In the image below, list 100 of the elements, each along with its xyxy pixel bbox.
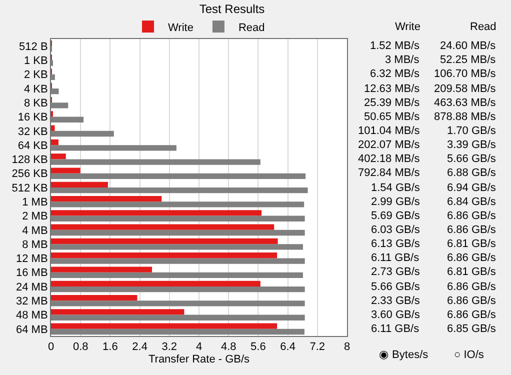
y-tick-label: 2 KB <box>24 69 48 82</box>
x-tick-label: 0 <box>48 341 54 354</box>
data-label: 2.99 GB/s <box>371 196 420 208</box>
y-tick-label: 16 MB <box>16 267 48 280</box>
bar <box>51 266 152 272</box>
y-tick-label: 512 B <box>19 40 48 53</box>
text: 3 MB/s <box>385 54 420 66</box>
bar <box>51 300 305 306</box>
bar <box>51 196 162 202</box>
data-label: 6.81 GB/s <box>447 238 496 250</box>
data-label: 1.70 GB/s <box>447 125 496 137</box>
bar <box>51 139 58 146</box>
data-label: 3.39 GB/s <box>447 139 496 151</box>
legend-label: Write <box>168 22 194 34</box>
data-label: 6.86 GB/s <box>447 252 496 264</box>
y-tick-label: 128 KB <box>12 154 48 166</box>
y-tick-label: 1 KB <box>24 55 48 68</box>
bar <box>51 314 305 320</box>
y-tick-label: 8 MB <box>22 238 48 251</box>
data-label: 6.86 GB/s <box>447 210 496 222</box>
data-label: 2.73 GB/s <box>371 266 420 278</box>
y-tick-label: 8 KB <box>24 97 48 110</box>
legend-label: Read <box>238 22 265 34</box>
x-tick-label: 8 <box>344 341 350 354</box>
text: Write <box>395 21 420 33</box>
bar <box>51 88 59 94</box>
y-tick-label: 48 MB <box>16 310 48 322</box>
bar <box>51 173 306 180</box>
x-tick-label: 2.4 <box>132 341 148 354</box>
text: 202.07 MB/s <box>358 139 420 151</box>
text: 25.39 MB/s <box>364 97 420 109</box>
data-label: 6.86 GB/s <box>447 281 496 293</box>
bar <box>51 125 55 131</box>
x-tick-label: 0.8 <box>72 341 88 354</box>
bar <box>51 154 66 160</box>
x-tick-label: 6.4 <box>280 341 296 354</box>
text: 106.70 MB/s <box>434 68 496 80</box>
y-tick-label: 32 KB <box>18 126 48 138</box>
data-label: 6.94 GB/s <box>447 182 496 194</box>
data-label: 6.03 GB/s <box>371 224 420 236</box>
text: 52.25 MB/s <box>440 54 496 66</box>
bar <box>51 168 80 174</box>
bar <box>51 258 305 264</box>
text: ◉ Bytes/s <box>379 349 429 361</box>
bar <box>51 159 260 165</box>
bar <box>51 210 262 216</box>
y-tick-label: 12 MB <box>16 253 48 266</box>
bar <box>51 202 304 208</box>
bar <box>51 224 274 230</box>
data-label: 5.66 GB/s <box>371 281 420 293</box>
y-tick-label: 2 MB <box>22 210 48 223</box>
bar <box>51 216 305 222</box>
y-tick-label: 1 MB <box>22 196 48 208</box>
bar <box>51 230 305 236</box>
chart-title: Test Results <box>199 2 265 16</box>
data-label: 2.33 GB/s <box>371 295 420 307</box>
bar <box>51 309 184 315</box>
bar <box>51 244 303 250</box>
x-tick-label: 3.2 <box>162 341 178 354</box>
data-label: 6.86 GB/s <box>447 224 496 236</box>
data-label: 5.69 GB/s <box>371 210 420 222</box>
text: 101.04 MB/s <box>358 125 420 137</box>
bar <box>51 294 138 301</box>
data-label: 6.13 GB/s <box>371 238 420 250</box>
bar <box>51 286 305 292</box>
y-tick-label: 4 MB <box>22 224 48 237</box>
text: ○ IO/s <box>454 349 484 361</box>
data-label: 6.11 GB/s <box>371 323 420 335</box>
bar <box>51 182 108 188</box>
x-tick-label: 1.6 <box>102 341 118 354</box>
y-tick-label: 32 MB <box>16 295 48 308</box>
y-tick-label: 4 KB <box>24 83 48 96</box>
y-tick-label: 24 MB <box>16 281 48 294</box>
bar <box>51 280 260 286</box>
bar <box>51 102 68 108</box>
bar <box>51 116 84 122</box>
text: Read <box>470 21 496 33</box>
text: 792.84 MB/s <box>358 167 420 179</box>
bar <box>51 145 176 151</box>
y-tick-label: 512 KB <box>12 182 48 194</box>
data-label: 5.66 GB/s <box>447 153 496 165</box>
bar <box>51 188 308 194</box>
bar <box>51 238 278 244</box>
text: 209.58 MB/s <box>434 83 496 95</box>
text: 1.52 MB/s <box>370 40 420 52</box>
x-axis-title: Transfer Rate - GB/s <box>148 353 250 366</box>
x-tick-label: 4 <box>196 341 202 354</box>
y-tick-label: 64 KB <box>18 140 48 152</box>
text: 878.88 MB/s <box>434 111 496 123</box>
y-tick-label: 16 KB <box>18 112 48 124</box>
data-label: 6.86 GB/s <box>447 309 496 321</box>
text: 6.32 MB/s <box>370 68 420 80</box>
data-label: 1.54 GB/s <box>371 182 420 194</box>
data-label: 3.60 GB/s <box>371 309 420 321</box>
text: 12.63 MB/s <box>364 83 420 95</box>
text: 463.63 MB/s <box>434 97 496 109</box>
bar <box>51 323 278 329</box>
data-label: 6.81 GB/s <box>447 266 496 278</box>
data-label: 6.88 GB/s <box>447 167 496 179</box>
y-tick-label: 64 MB <box>16 324 48 336</box>
